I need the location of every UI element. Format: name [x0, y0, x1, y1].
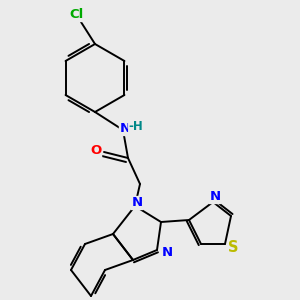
Text: O: O: [90, 143, 102, 157]
Text: -H: -H: [129, 121, 143, 134]
Text: N: N: [209, 190, 220, 203]
Text: N: N: [119, 122, 130, 136]
Text: S: S: [228, 241, 238, 256]
Text: N: N: [161, 245, 172, 259]
Text: Cl: Cl: [70, 8, 84, 22]
Text: N: N: [131, 196, 142, 209]
